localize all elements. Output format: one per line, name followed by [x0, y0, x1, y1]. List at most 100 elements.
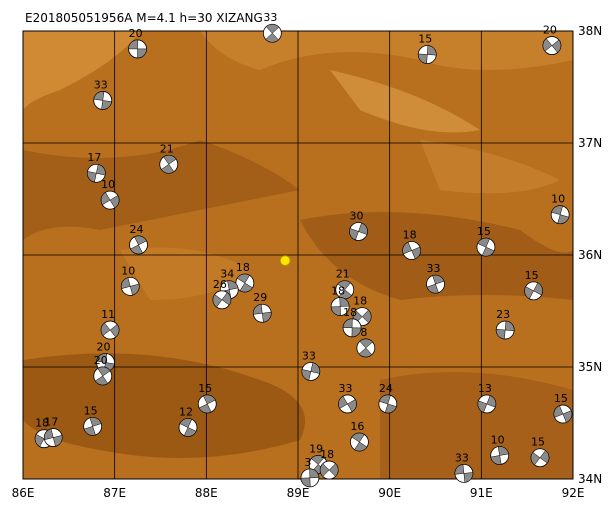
- compression-quadrant: [361, 309, 372, 324]
- compression-quadrant: [495, 328, 506, 340]
- depth-label: 10: [491, 433, 505, 446]
- compression-quadrant: [337, 280, 351, 291]
- depth-label: 17: [87, 151, 101, 164]
- compression-quadrant: [89, 417, 102, 427]
- x-tick-label: 90E: [378, 486, 401, 500]
- focal-mechanism: 20: [93, 354, 113, 386]
- focal-mechanism: 15: [553, 392, 573, 424]
- depth-label: 15: [531, 436, 545, 449]
- compression-quadrant: [562, 410, 573, 423]
- focal-mechanism: 21: [159, 142, 179, 174]
- compression-quadrant: [342, 318, 353, 329]
- compression-quadrant: [553, 405, 564, 418]
- compression-quadrant: [351, 432, 365, 443]
- focal-mechanism: 15: [476, 225, 496, 257]
- focal-mechanism: 12: [178, 405, 198, 437]
- depth-label: 24: [130, 223, 144, 236]
- compression-quadrant: [301, 369, 312, 381]
- x-tick-label: 86E: [12, 486, 35, 500]
- focal-mechanism: 15: [197, 382, 217, 414]
- depth-label: 10: [551, 193, 565, 206]
- depth-label: 30: [350, 209, 364, 222]
- y-tick-label: 34N: [578, 472, 602, 486]
- focal-mechanism: 33: [262, 11, 282, 43]
- compression-quadrant: [121, 277, 131, 289]
- focal-mechanism: 33: [426, 262, 445, 294]
- depth-label: 23: [496, 308, 510, 321]
- focal-mechanism: 33: [93, 78, 113, 110]
- depth-label: 15: [198, 382, 212, 395]
- depth-label: 18: [353, 295, 367, 308]
- focal-mechanism: 30: [349, 209, 368, 241]
- focal-mechanism: 16: [350, 420, 369, 452]
- y-tick-label: 36N: [578, 248, 602, 262]
- focal-mechanism: 13: [477, 382, 497, 414]
- compression-quadrant: [402, 241, 412, 255]
- depth-label: 29: [253, 291, 267, 304]
- depth-label: 26: [213, 278, 227, 291]
- focal-mechanism: 24: [378, 382, 398, 414]
- compression-quadrant: [34, 433, 45, 447]
- compression-quadrant: [128, 39, 138, 50]
- compression-quadrant: [504, 320, 515, 332]
- compression-quadrant: [351, 327, 362, 338]
- focal-mechanism: 18: [319, 448, 339, 480]
- compression-quadrant: [319, 463, 330, 477]
- compression-quadrant: [309, 468, 320, 479]
- focal-mechanism: 20: [542, 24, 562, 55]
- compression-quadrant: [411, 246, 421, 260]
- compression-quadrant: [96, 353, 108, 363]
- compression-quadrant: [129, 283, 140, 296]
- compression-quadrant: [463, 472, 474, 483]
- focal-mechanism: 18: [352, 295, 372, 327]
- focal-mechanism: 18: [402, 229, 422, 260]
- compression-quadrant: [418, 53, 428, 64]
- compression-quadrant: [530, 451, 541, 466]
- compression-quadrant: [300, 477, 311, 488]
- focal-mechanism: 23: [495, 308, 515, 340]
- depth-label: 12: [179, 405, 193, 418]
- compression-quadrant: [265, 32, 279, 43]
- compression-quadrant: [100, 322, 111, 336]
- compression-quadrant: [490, 455, 502, 465]
- compression-quadrant: [101, 100, 112, 110]
- depth-label: 18: [35, 417, 49, 430]
- focal-mechanism: 3: [300, 456, 320, 488]
- compression-quadrant: [524, 286, 534, 300]
- focal-mechanism: 29: [252, 291, 272, 323]
- focal-mechanism: 18: [235, 261, 255, 293]
- compression-quadrant: [354, 441, 368, 452]
- depth-label: 20: [94, 354, 108, 367]
- y-tick-label: 37N: [578, 136, 602, 150]
- compression-quadrant: [212, 294, 223, 308]
- compression-quadrant: [179, 418, 193, 428]
- depth-label: 16: [350, 420, 364, 433]
- depth-label: 13: [478, 382, 492, 395]
- depth-label: 20: [543, 24, 557, 37]
- depth-label: 33: [339, 382, 353, 395]
- depth-label: 15: [554, 392, 568, 405]
- depth-label: 15: [418, 33, 432, 46]
- depth-label: 8: [360, 326, 367, 339]
- depth-label: 20: [97, 341, 111, 354]
- map-title: E201805051956A M=4.1 h=30 XIZANG: [25, 11, 263, 25]
- depth-label: 18: [320, 448, 334, 461]
- compression-quadrant: [134, 235, 147, 246]
- compression-quadrant: [97, 366, 111, 377]
- x-tick-label: 92E: [562, 486, 585, 500]
- compression-quadrant: [330, 306, 341, 316]
- depth-label: 10: [121, 264, 135, 277]
- depth-label: 21: [336, 268, 350, 281]
- compression-quadrant: [539, 450, 550, 464]
- depth-label: 19: [309, 442, 323, 455]
- compression-quadrant: [481, 246, 495, 257]
- compression-quadrant: [163, 155, 177, 165]
- compression-quadrant: [261, 311, 272, 323]
- depth-label: 3: [304, 456, 311, 469]
- compression-quadrant: [358, 347, 373, 358]
- focal-mechanism: 26: [212, 278, 232, 310]
- compression-quadrant: [551, 39, 562, 53]
- compression-quadrant: [338, 395, 348, 409]
- focal-mechanism: 17: [43, 416, 63, 447]
- compression-quadrant: [202, 394, 216, 405]
